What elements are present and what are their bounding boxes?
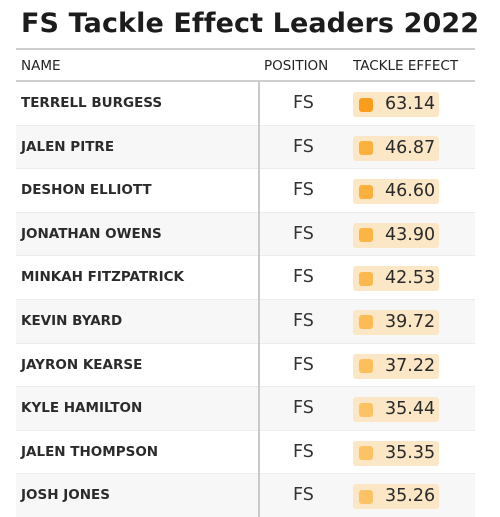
table-row: MINKAH FITZPATRICK FS 42.53	[16, 256, 475, 300]
leaders-table: NAME POSITION TACKLE EFFECT TERRELL BURG…	[16, 48, 475, 517]
column-header-name[interactable]: NAME	[21, 58, 61, 74]
player-name[interactable]: TERRELL BURGESS	[21, 95, 163, 111]
tackle-effect-value: 37.22	[385, 355, 436, 376]
table-row: DESHON ELLIOTT FS 46.60	[16, 169, 475, 213]
table-row: TERRELL BURGESS FS 63.14	[16, 82, 475, 126]
player-position: FS	[293, 398, 314, 419]
grade-dot-icon	[359, 228, 373, 243]
player-position: FS	[293, 180, 314, 201]
player-name[interactable]: KYLE HAMILTON	[21, 400, 143, 417]
player-position: FS	[293, 223, 314, 244]
tackle-effect-value: 46.87	[385, 137, 436, 158]
player-name[interactable]: DESHON ELLIOTT	[21, 182, 152, 199]
position-cell: FS	[258, 125, 348, 170]
position-cell: FS	[258, 474, 348, 517]
player-name[interactable]: JALEN PITRE	[21, 138, 115, 155]
tackle-effect-badge: 35.44	[353, 397, 439, 423]
tackle-effect-badge: 43.90	[353, 222, 439, 248]
position-cell: FS	[258, 169, 348, 213]
player-name[interactable]: MINKAH FITZPATRICK	[21, 269, 184, 286]
page-title: FS Tackle Effect Leaders 2022	[21, 8, 480, 39]
position-cell: FS	[258, 430, 348, 475]
tackle-effect-badge: 42.53	[353, 266, 439, 292]
grade-dot-icon	[359, 446, 373, 461]
table-row: KYLE HAMILTON FS 35.44	[16, 387, 475, 431]
tackle-effect-badge: 35.26	[353, 484, 439, 510]
column-header-position[interactable]: POSITION	[264, 58, 329, 74]
player-name[interactable]: KEVIN BYARD	[21, 312, 123, 329]
column-header-tackle-effect[interactable]: TACKLE EFFECT	[353, 58, 459, 74]
grade-dot-icon	[359, 402, 373, 417]
tackle-effect-value: 39.72	[385, 311, 436, 332]
player-name[interactable]: JALEN THOMPSON	[21, 443, 159, 460]
table-row: JOSH JONES FS 35.26	[16, 474, 475, 517]
player-position: FS	[293, 354, 314, 375]
grade-dot-icon	[359, 271, 373, 286]
tackle-effect-value: 46.60	[385, 181, 436, 202]
position-cell: FS	[258, 299, 348, 344]
tackle-effect-badge: 46.87	[353, 135, 439, 161]
position-cell: FS	[258, 82, 348, 126]
tackle-effect-value: 63.14	[385, 94, 436, 114]
tackle-effect-value: 35.26	[385, 486, 436, 507]
table-row: JALEN PITRE FS 46.87	[16, 125, 475, 170]
position-cell: FS	[258, 387, 348, 431]
grade-dot-icon	[359, 184, 373, 199]
grade-dot-icon	[359, 315, 373, 330]
table-row: KEVIN BYARD FS 39.72	[16, 299, 475, 344]
tackle-effect-badge: 46.60	[353, 179, 439, 205]
tackle-effect-value: 43.90	[385, 224, 436, 245]
grade-dot-icon	[359, 489, 373, 504]
player-name[interactable]: JONATHAN OWENS	[21, 225, 162, 242]
tackle-effect-value: 35.35	[385, 442, 436, 463]
grade-dot-icon	[359, 359, 373, 374]
table-row: JALEN THOMPSON FS 35.35	[16, 430, 475, 475]
tackle-effect-badge: 37.22	[353, 353, 439, 379]
grade-dot-icon	[359, 97, 373, 112]
table-body: TERRELL BURGESS FS 63.14 JALEN PITRE FS 46.87…	[16, 82, 475, 517]
tackle-effect-value: 35.44	[385, 399, 436, 420]
tackle-effect-badge: 63.14	[353, 92, 439, 117]
position-cell: FS	[258, 256, 348, 300]
table-row: JONATHAN OWENS FS 43.90	[16, 212, 475, 257]
table-header: NAME POSITION TACKLE EFFECT	[16, 48, 475, 82]
grade-dot-icon	[359, 141, 373, 156]
position-cell: FS	[258, 212, 348, 257]
player-position: FS	[293, 93, 314, 113]
tackle-effect-badge: 39.72	[353, 309, 439, 335]
player-position: FS	[293, 485, 314, 506]
player-position: FS	[293, 310, 314, 331]
player-position: FS	[293, 136, 314, 157]
player-name[interactable]: JAYRON KEARSE	[21, 356, 143, 373]
position-cell: FS	[258, 343, 348, 388]
table-row: JAYRON KEARSE FS 37.22	[16, 343, 475, 388]
player-position: FS	[293, 441, 314, 462]
player-name[interactable]: JOSH JONES	[21, 487, 110, 504]
tackle-effect-badge: 35.35	[353, 440, 439, 466]
player-position: FS	[293, 267, 314, 288]
tackle-effect-value: 42.53	[385, 268, 436, 289]
